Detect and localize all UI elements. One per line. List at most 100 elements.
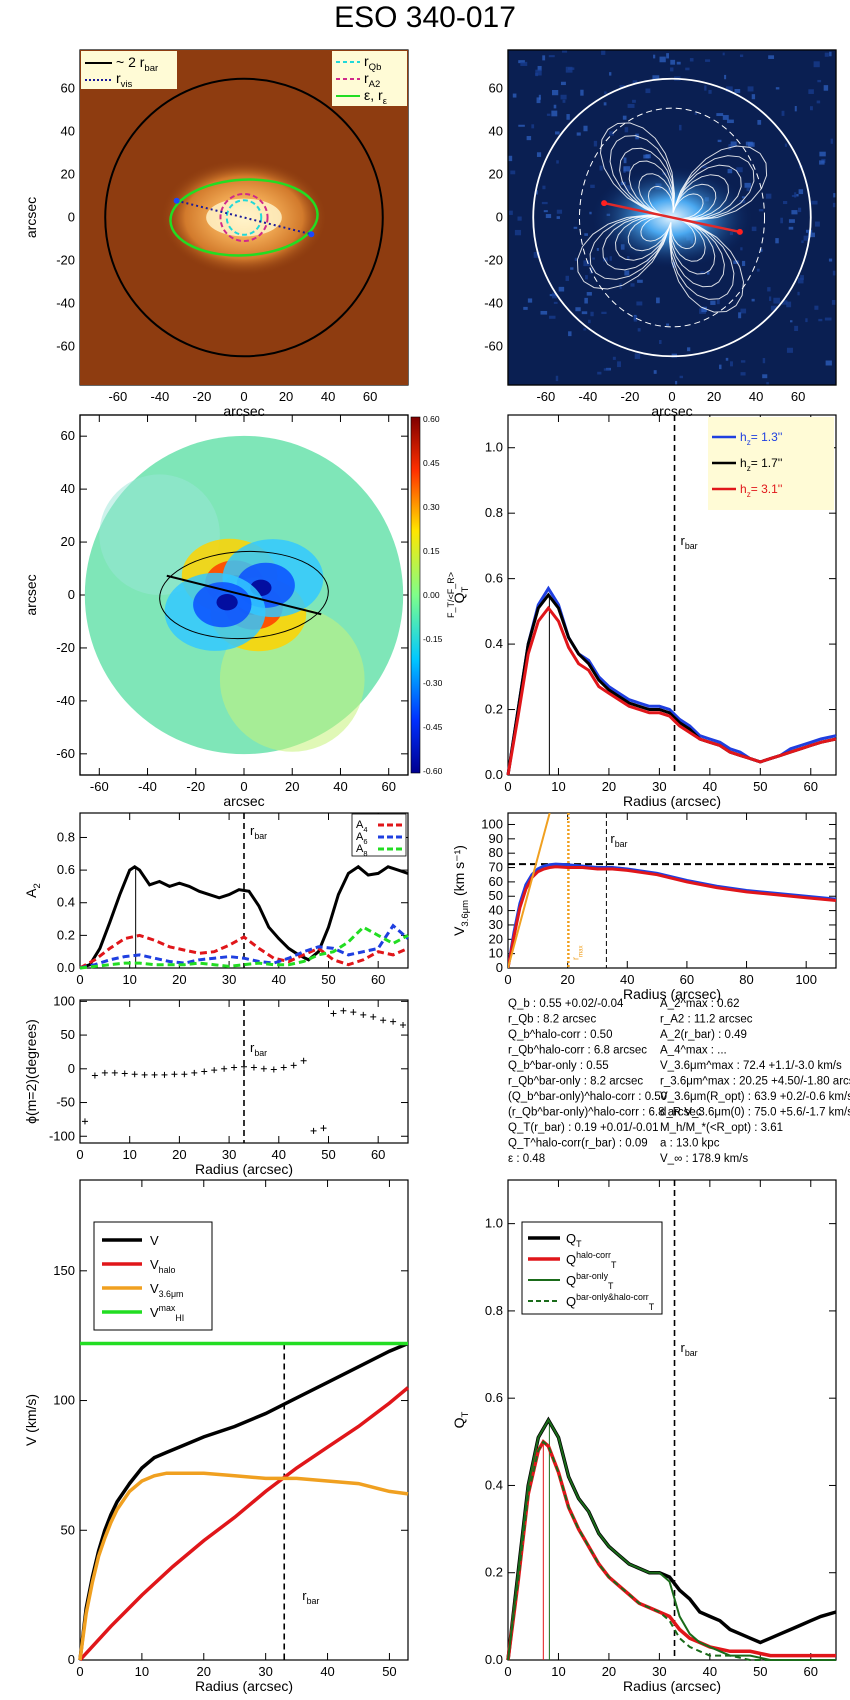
legend-entry: rvis xyxy=(116,70,133,90)
colorbar-tick-label: 0.30 xyxy=(423,502,440,512)
noise-speckle xyxy=(652,75,660,80)
y-tick-label: 10 xyxy=(489,946,503,961)
legend-entry: hz= 1.3'' xyxy=(740,430,782,447)
noise-speckle xyxy=(623,157,627,164)
series-line xyxy=(506,585,837,776)
x-tick-label: -40 xyxy=(150,389,169,404)
y-axis-label: arcsec xyxy=(23,574,39,615)
noise-speckle xyxy=(832,270,836,276)
noise-speckle xyxy=(523,306,528,310)
x-tick-label: 50 xyxy=(753,1664,767,1679)
phase-point xyxy=(350,1009,357,1016)
noise-speckle xyxy=(612,356,616,360)
noise-speckle xyxy=(768,55,775,59)
phase-point xyxy=(330,1010,337,1017)
noise-speckle xyxy=(797,291,800,296)
noise-speckle xyxy=(805,229,813,233)
panel-rotation-decomposition: 0 10 20 30 40 50 0 50 100 150 Radius (arcsec) V (km… xyxy=(23,1179,410,1694)
x-tick-label: 20 xyxy=(172,972,186,987)
noise-speckle xyxy=(637,279,643,283)
torque-lobe xyxy=(216,594,238,611)
noise-speckle xyxy=(555,375,559,382)
y-tick-label: 60 xyxy=(489,874,503,889)
y-tick-label: 0.2 xyxy=(485,1565,503,1580)
legend-entry: VmaxHI xyxy=(150,1303,184,1323)
y-tick-label: 0.2 xyxy=(485,702,503,717)
series-line xyxy=(506,1439,836,1661)
noise-speckle xyxy=(527,298,533,303)
x-axis-label: Radius (arcsec) xyxy=(195,1161,293,1177)
phase-point xyxy=(201,1068,208,1075)
panel-rotation-curve-36: 0 20 40 60 80 1000102030405060708090100Radius… xyxy=(451,812,837,1002)
noise-speckle xyxy=(590,184,595,189)
phase-point xyxy=(101,1069,108,1076)
noise-speckle xyxy=(701,306,707,313)
noise-speckle xyxy=(566,114,570,120)
noise-speckle xyxy=(622,115,627,120)
noise-speckle xyxy=(830,138,833,144)
force-contour xyxy=(640,185,704,250)
x-tick-label: 60 xyxy=(804,779,818,794)
y-tick-label: 0.6 xyxy=(485,571,503,586)
y-tick-label: 20 xyxy=(489,167,503,182)
x-tick-label: 20 xyxy=(279,389,293,404)
y-tick-label: 20 xyxy=(61,167,75,182)
noise-speckle xyxy=(656,297,660,304)
legend: V Vhalo V3.6μm VmaxHI xyxy=(93,1221,213,1331)
x-axis-label: arcsec xyxy=(223,793,264,809)
y-axis-label: ϕ(m=2)(degrees) xyxy=(23,1019,39,1124)
noise-speckle xyxy=(597,371,602,375)
x-tick-label: 10 xyxy=(551,779,565,794)
y-tick-label: 0.8 xyxy=(485,1303,503,1318)
legend-entry: A8 xyxy=(356,843,368,858)
legend-entry: A4 xyxy=(356,819,368,834)
parameter-left: ε : 0.48 xyxy=(508,1153,545,1165)
noise-speckle xyxy=(573,226,578,229)
y-tick-label: 100 xyxy=(53,993,75,1008)
noise-speckle xyxy=(508,155,513,162)
y-tick-label: -40 xyxy=(56,295,75,310)
phase-point xyxy=(340,1007,347,1014)
y-tick-label: 20 xyxy=(489,931,503,946)
noise-speckle xyxy=(517,216,522,221)
noise-speckle xyxy=(679,124,682,131)
noise-speckle xyxy=(659,56,666,63)
colorbar: 0.60 0.45 0.30 0.15 0.00 -0.15 -0.30 -0.45 -0.60… xyxy=(410,414,456,776)
phase-point xyxy=(131,1071,138,1078)
legend-entry: V xyxy=(150,1233,159,1248)
noise-speckle xyxy=(552,90,559,96)
phase-point xyxy=(280,1064,287,1071)
noise-speckle xyxy=(541,201,548,205)
y-tick-label: 150 xyxy=(53,1263,75,1278)
phase-point xyxy=(380,1017,387,1024)
x-tick-label: 0 xyxy=(668,389,675,404)
noise-speckle xyxy=(675,380,678,385)
noise-speckle xyxy=(813,61,820,68)
legend-entry: Vhalo xyxy=(150,1257,175,1275)
noise-speckle xyxy=(627,103,635,108)
bar-line xyxy=(603,201,741,234)
noise-speckle xyxy=(722,115,729,120)
y-tick-label: 60 xyxy=(61,428,75,443)
noise-speckle xyxy=(784,143,787,147)
x-tick-label: 60 xyxy=(680,972,694,987)
noise-speckle xyxy=(716,113,724,117)
epsilon-ellipse xyxy=(169,178,319,257)
plot-frame xyxy=(507,1179,837,1661)
noise-speckle xyxy=(599,165,603,171)
y-tick-label: -40 xyxy=(56,693,75,708)
y-tick-label: 50 xyxy=(61,1027,75,1042)
noise-speckle xyxy=(546,113,551,116)
noise-speckle xyxy=(803,235,809,241)
noise-speckle xyxy=(583,260,590,267)
plot-frame xyxy=(507,414,837,776)
noise-speckle xyxy=(520,61,528,66)
rbar-label: rbar xyxy=(610,831,627,849)
noise-speckle xyxy=(630,283,635,287)
phase-point xyxy=(300,1057,307,1064)
noise-speckle xyxy=(538,94,541,100)
x-tick-label: -40 xyxy=(578,389,597,404)
y-tick-label: 0.6 xyxy=(485,1390,503,1405)
y-tick-label: 0.4 xyxy=(485,636,503,651)
